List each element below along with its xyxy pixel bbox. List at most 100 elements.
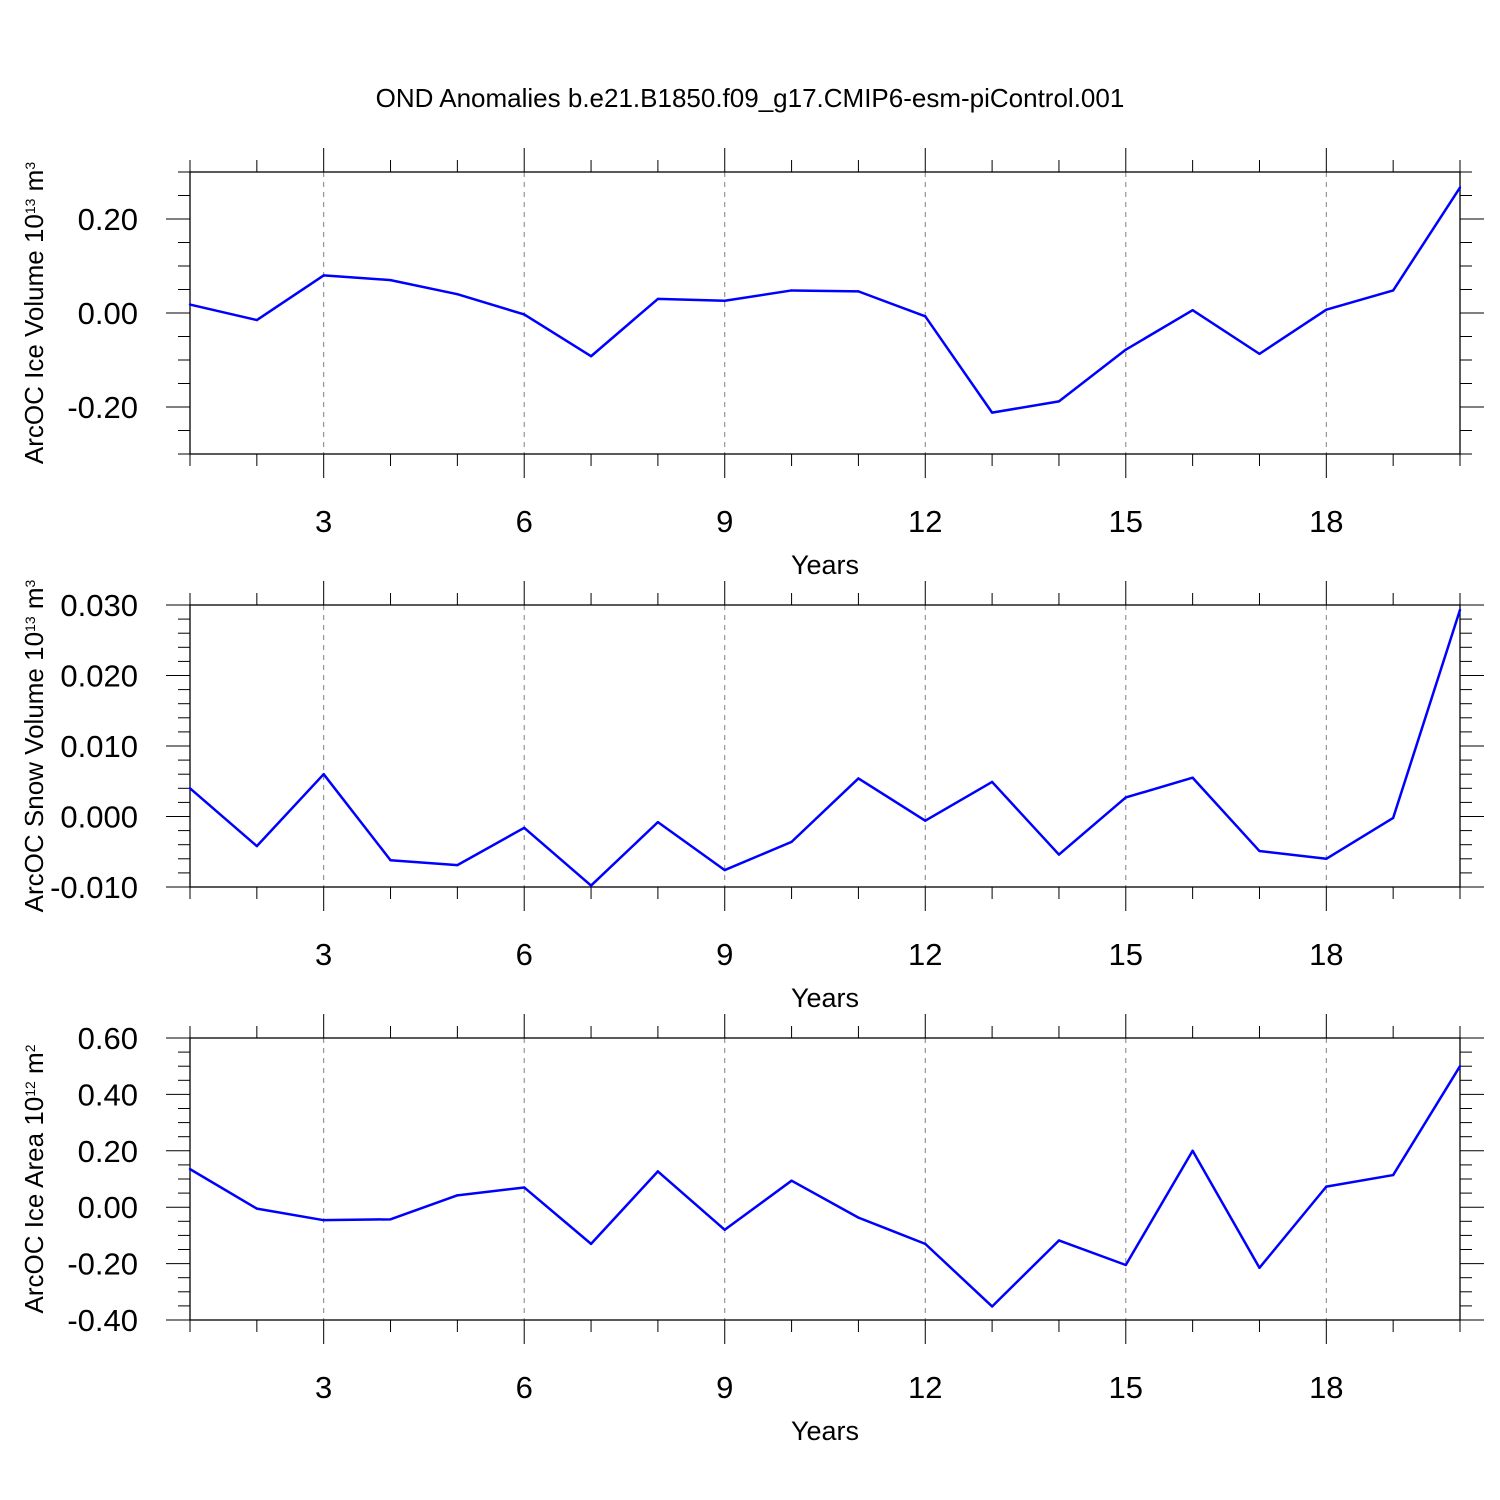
data-point <box>1124 348 1127 351</box>
y-tick-label: -0.40 <box>67 1303 138 1338</box>
data-point <box>656 820 660 824</box>
y-axis-label-superscript: 13 <box>22 616 38 632</box>
data-point <box>1057 400 1061 403</box>
x-tick-label: 18 <box>1309 937 1343 972</box>
data-point <box>1325 857 1328 860</box>
data-point <box>322 274 325 277</box>
y-tick-label: 0.20 <box>78 1134 138 1169</box>
y-tick-label: 0.020 <box>60 659 138 694</box>
x-axis-label: Years <box>791 550 859 580</box>
data-point <box>389 859 392 862</box>
chart-panel-1: 3 6 9 12 15 18 -0.20 0.00 0.20 Years ArcOC Ice Vol… <box>19 148 1484 580</box>
data-point <box>723 299 726 302</box>
data-point <box>255 1207 259 1210</box>
plot-frame <box>189 171 1461 455</box>
y-tick-label: 0.60 <box>78 1021 138 1056</box>
y-tick-label: -0.20 <box>67 1247 138 1282</box>
y-tick-label: 0.010 <box>60 729 138 764</box>
x-tick-label: 3 <box>315 937 332 972</box>
data-point <box>924 819 927 822</box>
x-tick-label: 15 <box>1109 937 1143 972</box>
x-tick-label: 15 <box>1109 504 1143 539</box>
y-axis-label: ArcOC Snow Volume 1013 m3 <box>19 579 49 912</box>
y-axis-label-superscript: 2 <box>22 1044 38 1052</box>
data-point <box>589 355 593 358</box>
data-point <box>790 1179 793 1182</box>
data-point <box>790 840 793 844</box>
x-tick-label: 15 <box>1109 1370 1143 1405</box>
data-point <box>656 297 660 301</box>
data-point <box>1057 1239 1061 1242</box>
x-tick-label: 12 <box>908 504 942 539</box>
data-point <box>1391 1173 1395 1177</box>
y-axis-label-text: ArcOC Snow Volume 10 <box>19 632 49 912</box>
y-axis-label: ArcOC Ice Volume 1013 m3 <box>19 162 49 464</box>
data-point <box>924 1242 927 1246</box>
data-point <box>790 289 793 292</box>
data-point <box>1325 1185 1328 1188</box>
data-point <box>589 1242 593 1246</box>
data-point <box>723 868 726 872</box>
x-tick-label: 12 <box>908 937 942 972</box>
data-point <box>1325 308 1328 311</box>
data-point <box>1391 289 1395 292</box>
data-point <box>523 313 526 316</box>
data-point <box>857 777 860 780</box>
data-point <box>1191 308 1194 312</box>
x-tick-label: 3 <box>315 1370 332 1405</box>
y-tick-label: 0.20 <box>78 202 138 237</box>
data-point <box>1057 853 1061 856</box>
y-tick-label: 0.00 <box>78 296 138 331</box>
data-point <box>1458 608 1462 612</box>
data-point <box>1124 796 1127 799</box>
y-tick-label: -0.20 <box>67 390 138 425</box>
y-axis-label-text: m <box>19 587 49 616</box>
data-point <box>188 1167 192 1171</box>
data-point <box>656 1170 660 1173</box>
y-axis-label-superscript: 13 <box>22 198 38 214</box>
data-point <box>322 1218 325 1222</box>
data-point <box>389 1218 392 1221</box>
data-point <box>1258 849 1261 853</box>
y-axis-label-superscript: 12 <box>22 1081 38 1097</box>
data-point <box>1258 352 1261 356</box>
x-tick-label: 18 <box>1309 1370 1343 1405</box>
y-axis-label-text: ArcOC Ice Area 10 <box>19 1097 49 1314</box>
x-tick-label: 12 <box>908 1370 942 1405</box>
data-point <box>857 290 860 293</box>
x-tick-label: 9 <box>716 504 733 539</box>
x-tick-label: 18 <box>1309 504 1343 539</box>
data-point <box>1458 186 1462 189</box>
y-tick-label: 0.030 <box>60 588 138 623</box>
y-axis-label-text: ArcOC Ice Volume 10 <box>19 214 49 464</box>
data-point <box>1191 776 1194 779</box>
x-tick-label: 6 <box>516 504 533 539</box>
data-point <box>188 787 192 790</box>
data-point <box>523 1186 526 1189</box>
series-line <box>189 1065 1462 1308</box>
data-point <box>990 411 994 414</box>
chart-panel-3: 3 6 9 12 15 18 -0.40 -0.20 0.00 0.20 0.40 0.60 Years… <box>19 1014 1484 1446</box>
x-tick-label: 3 <box>315 504 332 539</box>
data-point <box>456 1194 459 1197</box>
series-line <box>189 609 1462 887</box>
y-axis-label-text: m <box>19 1052 49 1081</box>
data-point <box>589 884 593 887</box>
data-point <box>456 863 459 867</box>
x-axis-label: Years <box>791 983 859 1013</box>
y-axis-label-superscript: 3 <box>22 579 38 587</box>
data-point <box>456 293 459 296</box>
data-point <box>990 1305 994 1308</box>
data-point <box>389 278 392 282</box>
data-point <box>1258 1266 1261 1270</box>
data-point <box>1191 1149 1194 1153</box>
x-axis-label: Years <box>791 1416 859 1446</box>
plot-frame <box>189 1037 1461 1321</box>
series-line <box>189 186 1462 414</box>
x-tick-label: 9 <box>716 1370 733 1405</box>
data-point <box>255 844 259 848</box>
y-tick-label: 0.40 <box>78 1077 138 1112</box>
data-point <box>322 773 325 776</box>
figure-title: OND Anomalies b.e21.B1850.f09_g17.CMIP6-… <box>376 83 1125 113</box>
